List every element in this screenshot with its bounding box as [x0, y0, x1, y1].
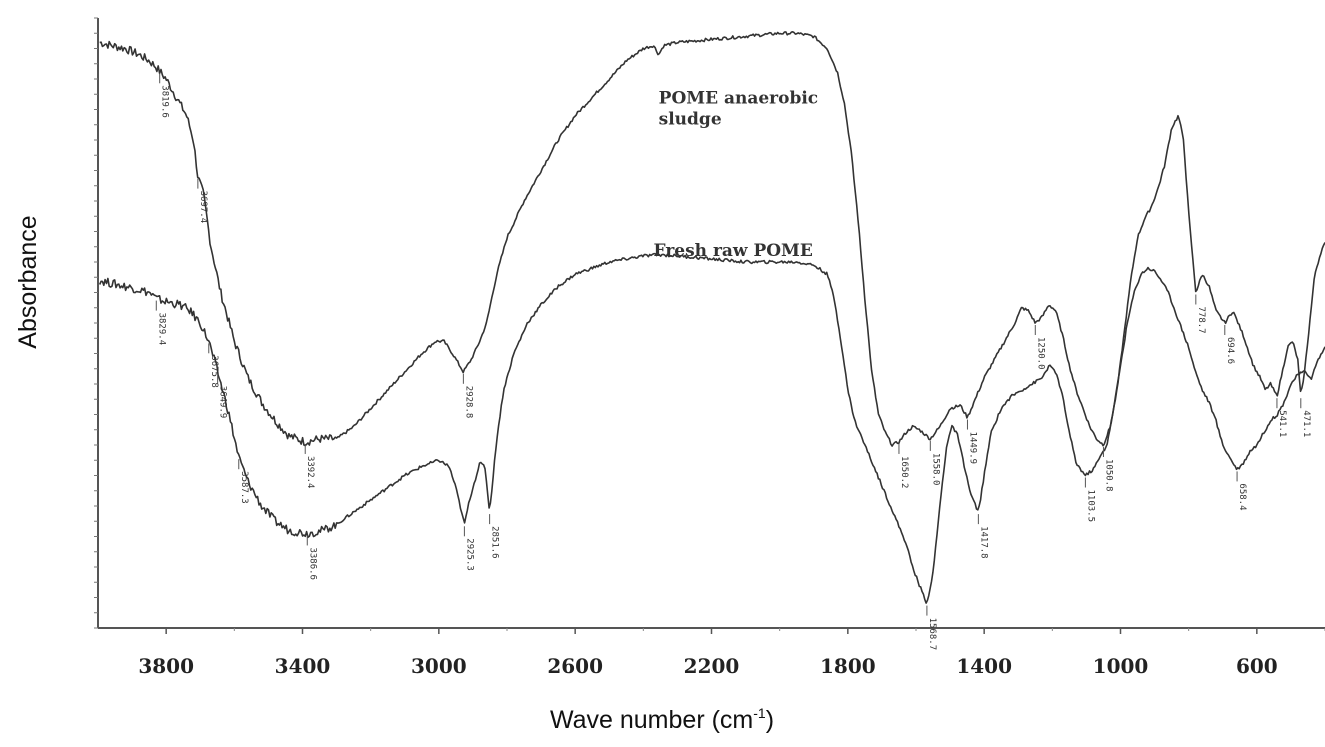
x-axis-tick-label: 2600 [547, 654, 603, 678]
x-axis-label-main: Wave number (cm [550, 706, 753, 734]
peak-label: 3829.4 [156, 313, 166, 346]
plot-area: 3800 3400 3000 2600 2200 1800 1400 1000 600 3819… [94, 17, 1325, 678]
series-lines [98, 31, 1325, 604]
peak-label: 3587.3 [239, 471, 249, 504]
peak-label: 694.6 [1225, 337, 1235, 364]
x-axis-tick-label: 1800 [820, 654, 876, 678]
peak-label: 1050.8 [1103, 459, 1113, 492]
peak-label: 2928.8 [463, 386, 473, 419]
x-axis-ticks: 3800 3400 3000 2600 2200 1800 1400 1000 600 [138, 628, 1325, 678]
x-axis-tick-label: 3000 [411, 654, 467, 678]
peak-label: 3392.4 [305, 456, 315, 489]
y-axis-minor-ticks [94, 17, 98, 629]
peak-label: 1250.0 [1035, 337, 1045, 370]
peak-label: 3697.4 [198, 191, 208, 224]
peak-label: 1449.9 [967, 432, 977, 465]
peak-label: 1417.8 [978, 526, 988, 559]
series-label: sludge [659, 109, 722, 129]
x-axis-label-superscript: -1 [753, 705, 766, 721]
peak-labels: 3819.6 3697.4 3392.4 2928.8 1650.2 1558.0 1449… [155, 73, 1311, 651]
peak-label: 1558.0 [930, 453, 940, 486]
peak-label: 1650.2 [899, 456, 909, 489]
x-axis-label-close: ) [766, 706, 774, 734]
x-axis-tick-label: 600 [1236, 654, 1278, 678]
x-axis-tick-label: 3800 [138, 654, 194, 678]
peak-label: 778.7 [1196, 307, 1206, 334]
series-label: POME anaerobic [659, 88, 818, 108]
x-axis-label: Wave number (cm-1) [550, 705, 774, 734]
peak-label: 541.1 [1277, 410, 1287, 437]
series-line-fresh-raw-pome [98, 252, 1325, 604]
peak-label: 471.1 [1301, 410, 1311, 437]
peak-label: 3675.8 [209, 355, 219, 388]
x-axis-tick-label: 1400 [956, 654, 1012, 678]
peak-label: 2925.3 [464, 538, 474, 571]
peak-label: 3386.6 [307, 547, 317, 580]
peak-label: 658.4 [1237, 483, 1247, 510]
peak-label: 1568.7 [927, 618, 937, 651]
peak-label: 3649.9 [218, 386, 228, 419]
series-label: Fresh raw POME [654, 241, 813, 261]
x-axis-tick-label: 2200 [684, 654, 740, 678]
y-axis-label: Absorbance [14, 215, 42, 348]
x-axis-tick-label: 1000 [1093, 654, 1149, 678]
x-axis-tick-label: 3400 [275, 654, 331, 678]
peak-label: 3819.6 [160, 85, 170, 118]
peak-label: 1103.5 [1085, 490, 1095, 523]
peak-label: 2851.6 [490, 526, 500, 559]
